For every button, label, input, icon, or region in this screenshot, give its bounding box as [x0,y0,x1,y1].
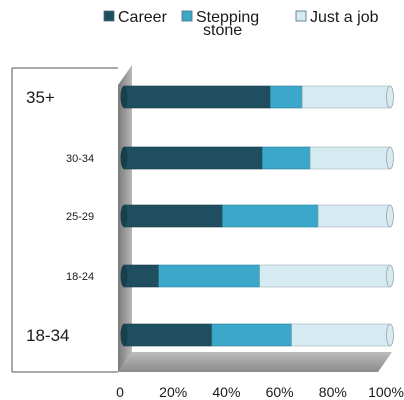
bar-18-24-stepping-stone [158,264,260,288]
bar-cap-end-18-24 [386,264,394,288]
bar-25-29-career [123,204,223,228]
x-tick-label: 0 [116,384,124,400]
category-label-35: 35+ [26,88,55,107]
bar-35-career [123,85,271,109]
x-tick-label: 60% [266,384,294,400]
bar-18-24-just-a-job [259,264,391,288]
legend-swatch-career [103,10,115,22]
bar-35-stepping-stone [269,85,303,109]
bar-cap-start-18-34 [120,324,128,346]
bar-30-34-career [123,146,263,170]
category-label-18-34: 18-34 [26,326,69,345]
legend-label-stepping-stone: Stepping stone [196,9,259,39]
legend-swatch-just-a-job [295,10,307,22]
bar-18-34-career [123,323,213,347]
bar-cap-start-25-29 [120,205,128,227]
legend: Career Stepping stone Just a job [103,9,379,39]
bar-30-34-just-a-job [309,146,391,170]
x-tick-label: 40% [212,384,240,400]
bar-18-34-stepping-stone [211,323,292,347]
legend-swatch-stepping-stone [181,10,193,22]
category-labels: 35+ 30-34 25-29 18-24 18-34 [26,88,94,345]
bar-cap-start-35 [120,86,128,108]
category-label-25-29: 25-29 [66,211,94,223]
x-axis-ticks: 0 20% 40% 60% 80% 100% [116,384,404,400]
category-label-18-24: 18-24 [66,271,94,283]
bar-18-34-just-a-job [291,323,391,347]
bar-25-29-just-a-job [317,204,391,228]
plot-floor [118,352,392,372]
bar-18-24-career [123,264,159,288]
legend-label-career: Career [118,9,168,26]
bar-25-29-stepping-stone [222,204,319,228]
bar-30-34-stepping-stone [262,146,311,170]
bar-35-just-a-job [301,85,391,109]
x-tick-label: 20% [159,384,187,400]
bar-cap-end-30-34 [386,146,394,170]
category-label-30-34: 30-34 [66,153,94,165]
x-tick-label: 100% [368,384,404,400]
legend-label-just-a-job: Just a job [310,9,379,26]
x-tick-label: 80% [319,384,347,400]
bar-cap-end-25-29 [386,204,394,228]
bar-cap-end-35 [386,85,394,109]
bar-cap-start-30-34 [120,147,128,169]
bar-cap-start-18-24 [120,265,128,287]
bar-cap-end-18-34 [386,323,394,347]
category-frame [11,67,118,373]
bar-series-group [120,85,394,347]
